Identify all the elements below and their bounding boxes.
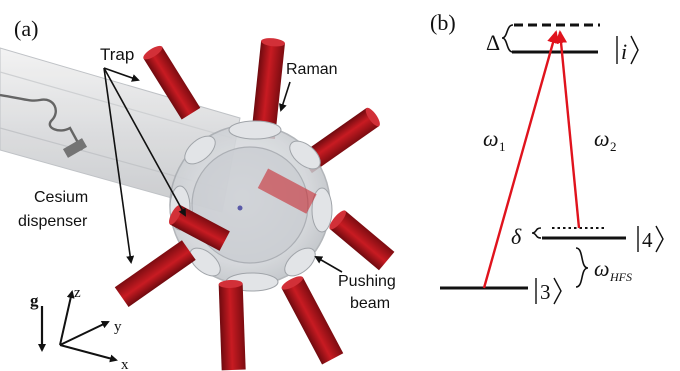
trap-label: Trap [100,45,134,64]
dispenser-label-line1: Cesium [34,189,88,206]
front-beams [114,204,395,371]
raman-arrow [279,81,291,112]
panel-a: (a) [0,16,396,371]
trap-beam-upper-left [143,45,201,120]
omega2-subscript: 2 [610,139,617,154]
panel-b-label: (b) [430,10,456,35]
ket-3: 3 [535,277,562,305]
pushing-beam [329,210,395,271]
transition-omega2 [555,30,581,229]
omega-hfs-symbol: ω [594,256,610,281]
omega2-symbol: ω [594,126,610,151]
trap-beam-bottom [218,280,246,371]
detuning-small-label: δ [511,224,522,249]
coordinate-axes [59,290,118,363]
trap-beam-inner [257,168,317,214]
axis-x-label: x [121,357,129,371]
gravity-label: g [30,291,39,310]
panel-b: (b) Δ i δ 4 3 ω [430,10,664,305]
detuning-big-label: Δ [486,30,500,55]
ket-4-text: 4 [642,228,653,252]
vacuum-chamber [169,120,333,292]
transition-omega1 [482,30,559,289]
trap-beam-lower-right [281,276,344,365]
trap-beam-lower-left [114,240,196,307]
ket-i-text: i [621,39,627,64]
omega1-symbol: ω [483,126,499,151]
pushing-label-line2: beam [350,295,390,312]
detuning-small-brace [531,227,542,239]
ket-4: 4 [637,225,664,253]
axis-x-arrow [59,344,118,363]
dispenser-label-line2: dispenser [18,213,88,230]
omega1-subscript: 1 [499,139,506,154]
ket-3-text: 3 [540,280,551,304]
axis-y-arrow [59,320,110,346]
axis-z-arrow [59,290,75,346]
pushing-label-line1: Pushing [338,273,396,290]
dispenser-filament [0,93,84,151]
ket-i: i [616,35,639,65]
panel-a-label: (a) [14,16,38,41]
hfs-brace [575,247,589,288]
raman-label: Raman [286,61,338,78]
axis-y-label: y [114,319,122,335]
trap-arrows [103,67,186,264]
raman-beam [251,38,285,139]
omega-hfs-subscript: HFS [609,270,632,284]
axis-z-label: z [74,285,81,301]
pushing-arrow [314,256,343,273]
atom-cloud [237,205,243,211]
detuning-big-brace [501,24,514,53]
